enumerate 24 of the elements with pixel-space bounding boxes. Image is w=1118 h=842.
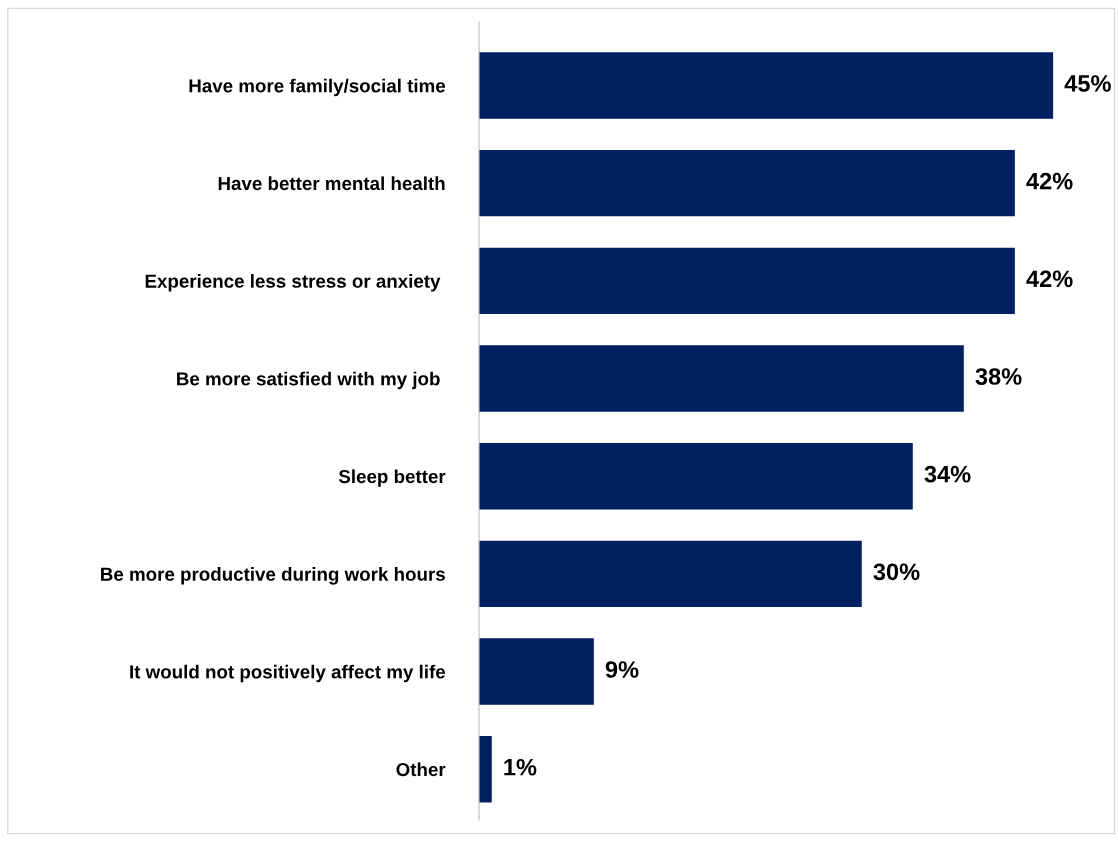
y-tick-label: Be more satisfied with my job xyxy=(177,371,440,390)
bar xyxy=(479,442,913,510)
data-label: 42% xyxy=(1026,270,1073,288)
y-tick-label: Sleep better xyxy=(338,469,446,487)
bar xyxy=(479,540,862,608)
data-label: 1% xyxy=(504,758,537,776)
data-label: 38% xyxy=(975,368,1022,385)
y-tick-label: Have better mental health xyxy=(218,176,445,191)
data-label: 9% xyxy=(605,661,639,678)
y-tick-label: Be more productive during work hours xyxy=(101,567,445,585)
y-tick-label: Experience less stress or anxiety xyxy=(145,274,441,292)
data-label: 42% xyxy=(1026,172,1073,190)
bar xyxy=(479,638,594,705)
data-label: 30% xyxy=(873,563,920,581)
data-label: 45% xyxy=(1064,75,1111,92)
bar xyxy=(479,345,964,412)
y-tick-label: Other xyxy=(396,762,446,777)
data-label: 34% xyxy=(924,465,971,483)
bar xyxy=(479,149,1015,217)
bar xyxy=(479,247,1015,315)
bar xyxy=(479,736,492,803)
y-tick-label: It would not positively affect my life xyxy=(130,664,446,683)
y-tick-label: Have more family/social time xyxy=(189,78,446,97)
bar xyxy=(479,52,1054,119)
